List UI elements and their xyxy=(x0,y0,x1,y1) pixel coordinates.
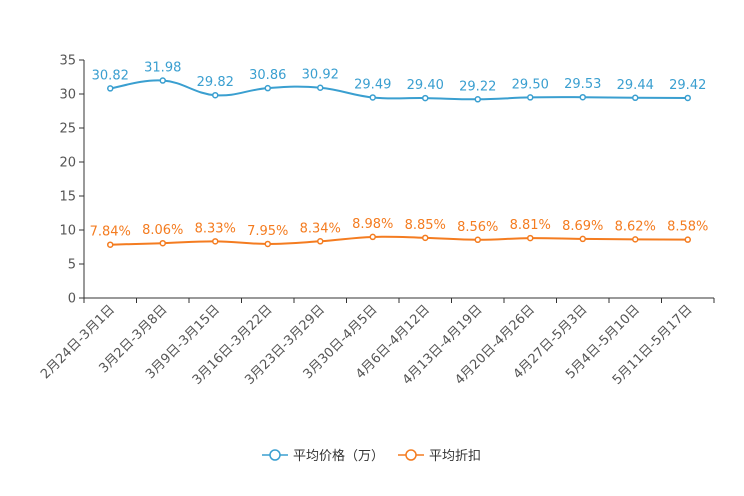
data-label: 29.49 xyxy=(354,77,391,92)
data-label: 8.81% xyxy=(510,218,551,233)
legend-marker-icon xyxy=(405,449,417,461)
y-tick-label: 30 xyxy=(59,88,76,103)
data-point[interactable] xyxy=(632,94,639,102)
data-point[interactable] xyxy=(632,236,639,243)
data-label: 8.98% xyxy=(352,217,393,232)
data-point[interactable] xyxy=(107,85,114,92)
data-label: 30.86 xyxy=(249,68,286,83)
data-point[interactable] xyxy=(527,94,534,101)
data-label: 8.33% xyxy=(195,221,236,236)
data-label: 29.44 xyxy=(617,78,654,93)
data-point[interactable] xyxy=(264,84,271,92)
y-tick-label: 35 xyxy=(59,54,76,69)
data-label: 7.84% xyxy=(90,225,131,240)
data-label: 30.82 xyxy=(92,68,129,83)
data-label: 7.95% xyxy=(247,224,288,239)
series-line xyxy=(110,79,688,101)
data-point[interactable] xyxy=(684,94,691,102)
data-label: 8.85% xyxy=(405,218,446,233)
legend-item-2[interactable]: 平均折扣 xyxy=(398,449,481,464)
series-line xyxy=(110,235,688,246)
data-point[interactable] xyxy=(107,241,114,248)
data-label: 29.82 xyxy=(197,75,234,90)
data-point[interactable] xyxy=(422,94,429,102)
series-2: 7.84% 8.06% 8.33% 7.95% 8.34% 8.98% 8.85% 8.56%… xyxy=(90,217,708,248)
data-point[interactable] xyxy=(684,236,691,243)
data-label: 30.92 xyxy=(302,68,339,83)
y-tick-label: 25 xyxy=(59,122,76,137)
legend-label: 平均折扣 xyxy=(429,449,481,464)
data-label: 8.56% xyxy=(457,220,498,235)
y-tick-label: 10 xyxy=(59,224,76,239)
y-tick-label: 15 xyxy=(59,190,76,205)
data-label: 29.50 xyxy=(512,77,549,92)
data-point[interactable] xyxy=(369,233,376,241)
data-point[interactable] xyxy=(474,96,481,103)
data-point[interactable] xyxy=(264,240,271,248)
y-tick-label: 20 xyxy=(59,156,76,171)
y-tick-label: 5 xyxy=(68,258,76,273)
data-point[interactable] xyxy=(422,234,429,242)
data-point[interactable] xyxy=(212,238,219,245)
data-point[interactable] xyxy=(159,239,166,247)
series-1: 30.82 31.98 29.82 30.86 30.92 29.49 29.40 29.22… xyxy=(92,61,706,103)
data-point[interactable] xyxy=(369,94,376,101)
data-label: 29.22 xyxy=(459,79,496,94)
data-point[interactable] xyxy=(527,234,534,242)
legend-marker-icon xyxy=(269,449,281,461)
data-point[interactable] xyxy=(317,84,324,91)
series-layer: 30.82 31.98 29.82 30.86 30.92 29.49 29.40 29.22… xyxy=(90,61,708,248)
legend-label: 平均价格（万） xyxy=(293,448,384,464)
data-label: 8.69% xyxy=(562,219,603,234)
data-label: 8.58% xyxy=(667,220,708,235)
data-point[interactable] xyxy=(579,235,586,243)
legend-item-1[interactable]: 平均价格（万） xyxy=(262,448,384,464)
legend[interactable]: 平均价格（万） 平均折扣 xyxy=(262,448,481,464)
data-point[interactable] xyxy=(579,93,586,101)
data-label: 8.06% xyxy=(142,223,183,238)
data-label: 29.53 xyxy=(564,77,601,92)
data-label: 8.34% xyxy=(300,221,341,236)
data-point[interactable] xyxy=(212,91,219,99)
data-label: 29.40 xyxy=(407,78,444,93)
data-point[interactable] xyxy=(474,236,481,244)
data-point[interactable] xyxy=(317,238,324,245)
data-label: 8.62% xyxy=(615,219,656,234)
data-label: 29.42 xyxy=(669,78,706,93)
data-label: 31.98 xyxy=(144,61,181,76)
y-tick-label: 0 xyxy=(68,292,76,307)
data-point[interactable] xyxy=(159,77,166,84)
